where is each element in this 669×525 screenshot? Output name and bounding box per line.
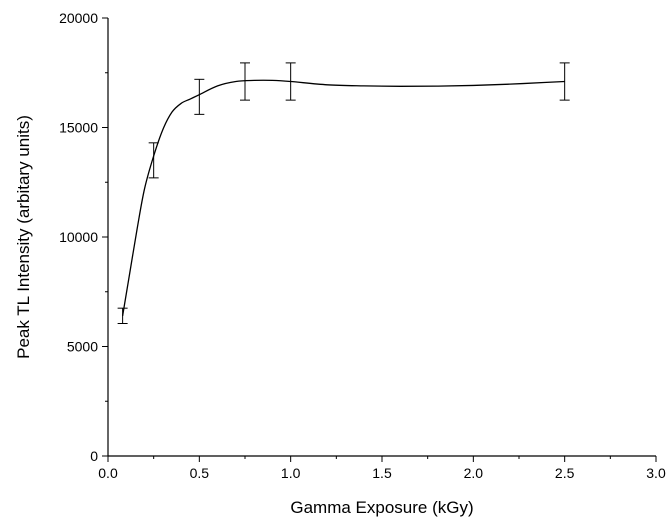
error-bar (194, 78, 205, 115)
fitted-curve (121, 79, 565, 316)
x-tick-label: 1.0 (281, 465, 301, 481)
x-axis-label: Gamma Exposure (kGy) (290, 498, 473, 517)
error-bar (285, 62, 296, 101)
x-tick-label: 1.5 (372, 465, 392, 481)
y-axis-label: Peak TL Intensity (arbitary units) (14, 115, 33, 359)
x-tick-label: 0.0 (98, 465, 118, 481)
x-tick-label: 0.5 (190, 465, 210, 481)
error-bar (240, 62, 250, 101)
error-bar (148, 142, 159, 179)
error-bar (117, 307, 128, 325)
y-tick-label: 5000 (67, 339, 98, 355)
y-tick-label: 0 (90, 448, 98, 464)
y-tick-label: 20000 (59, 10, 98, 26)
x-tick-label: 2.5 (555, 465, 575, 481)
y-tick-label: 10000 (59, 229, 98, 245)
y-tick-label: 15000 (59, 120, 98, 136)
x-tick-label: 3.0 (646, 465, 666, 481)
error-bar (559, 62, 570, 101)
fitted-curve-layer (121, 79, 565, 316)
error-bars-layer (117, 62, 570, 325)
axes: 0.0 0.5 1.0 1.5 2.0 2.5 3.0 0 5000 10000 15000 2000… (59, 10, 666, 481)
x-tick-label: 2.0 (464, 465, 484, 481)
